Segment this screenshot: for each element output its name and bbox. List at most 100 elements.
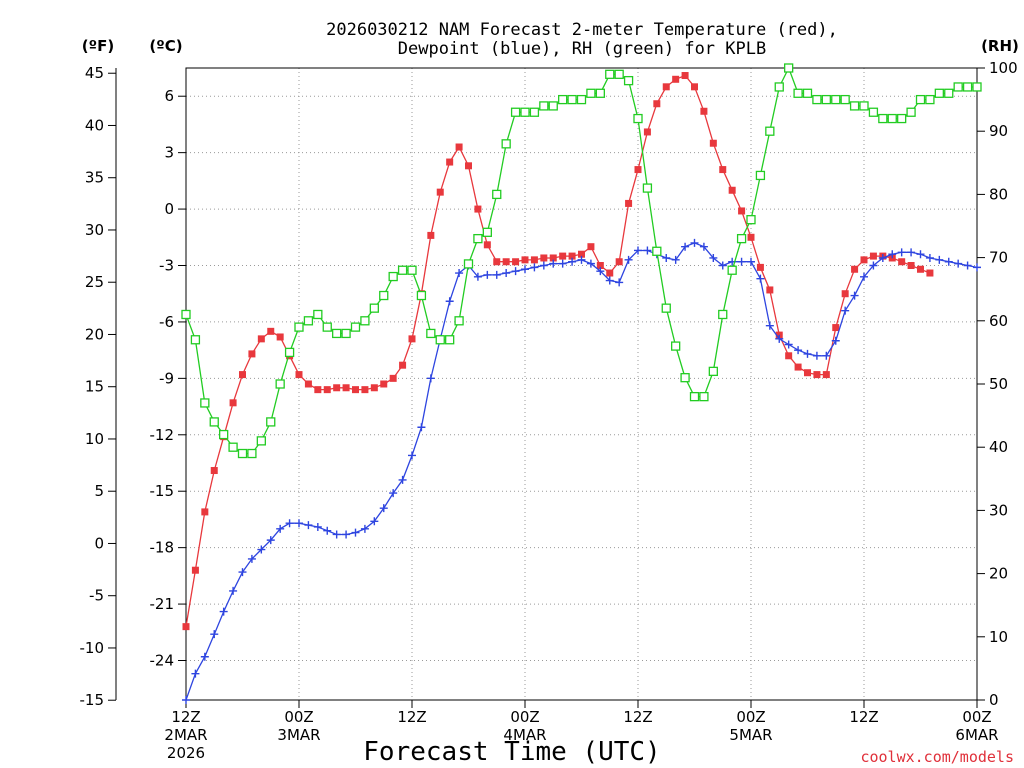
celsius-tick-label: -6 <box>159 313 174 331</box>
temperature-point <box>851 265 859 273</box>
dewpoint-point <box>794 346 803 355</box>
dewpoint-point <box>295 519 303 528</box>
fahrenheit-tick-label: -5 <box>89 587 104 605</box>
temperature-point <box>917 265 924 273</box>
temperature-point <box>785 352 793 360</box>
temperature-point <box>559 252 567 260</box>
temperature-point <box>719 166 727 174</box>
relative_humidity-point <box>699 391 709 402</box>
relative_humidity-point <box>642 183 653 193</box>
temperature-point <box>738 207 746 215</box>
relative_humidity-point <box>793 88 803 98</box>
temperature-point <box>606 269 614 277</box>
relative_humidity-point <box>972 82 982 92</box>
plot-frame <box>185 67 978 701</box>
relative_humidity-point <box>887 113 897 124</box>
relative_humidity-point <box>294 322 304 332</box>
dewpoint-point <box>370 517 379 526</box>
relative_humidity-point <box>332 328 342 339</box>
relative_humidity-point <box>897 113 907 124</box>
x-tick-label: 2026 <box>167 744 205 762</box>
temperature-point <box>210 467 218 475</box>
relative_humidity-point <box>821 94 831 105</box>
x-tick-label: 6MAR <box>955 726 998 744</box>
relative_humidity-point <box>463 259 474 269</box>
celsius-tick-label: -21 <box>150 595 175 613</box>
x-tick-label: 3MAR <box>277 726 320 744</box>
relative_humidity-point <box>454 316 464 326</box>
relative_humidity-point <box>416 290 427 301</box>
temperature-point <box>408 335 416 343</box>
temperature-point <box>361 386 369 394</box>
celsius-tick-label: 3 <box>164 144 174 162</box>
relative_humidity-point <box>746 215 756 225</box>
relative_humidity-point <box>266 417 276 427</box>
temperature-point <box>276 333 284 341</box>
dewpoint-point <box>257 545 266 554</box>
relative_humidity-point <box>539 101 549 111</box>
temperature-line <box>185 74 931 627</box>
temperature-point <box>860 256 868 264</box>
fahrenheit-tick-label: 20 <box>85 325 104 343</box>
temperature-series <box>182 72 934 631</box>
x-tick-label: 12Z <box>397 708 426 726</box>
dewpoint-point <box>737 257 746 266</box>
x-tick-label: 12Z <box>171 708 200 726</box>
relative_humidity-point <box>275 379 285 389</box>
temperature-point <box>530 256 538 264</box>
rh-tick-label: 20 <box>989 565 1008 583</box>
dewpoint-point <box>492 270 501 279</box>
dewpoint-point <box>511 267 520 276</box>
temperature-point <box>380 380 388 388</box>
credit-text: coolwx.com/models <box>860 748 1014 766</box>
temperature-point <box>191 566 199 574</box>
temperature-point <box>239 371 246 379</box>
chart-title: 2026030212 NAM Forecast 2-meter Temperat… <box>326 20 838 59</box>
dewpoint-point <box>747 257 755 266</box>
temperature-point <box>672 75 680 83</box>
rh-tick-label: 10 <box>989 628 1008 646</box>
celsius-tick-label: -9 <box>159 369 174 387</box>
dewpoint-point <box>944 257 953 266</box>
dewpoint-point <box>426 374 435 383</box>
dewpoint-point <box>417 423 426 432</box>
dewpoint-point <box>718 261 727 270</box>
dewpoint-point <box>191 669 200 678</box>
dewpoint-point <box>954 259 963 268</box>
fahrenheit-tick-label: 35 <box>85 169 104 187</box>
temperature-point <box>653 100 661 108</box>
temperature-point <box>756 263 764 271</box>
dewpoint-point <box>803 349 812 358</box>
temperature-point <box>625 199 633 207</box>
relative_humidity-point <box>407 265 417 275</box>
rh-tick-label: 80 <box>989 185 1008 203</box>
dewpoint-point <box>869 261 878 270</box>
dewpoint-point <box>643 246 652 255</box>
relative_humidity-point <box>718 309 728 320</box>
relative_humidity-point <box>548 101 558 111</box>
dewpoint-point <box>812 351 821 360</box>
fahrenheit-unit-label: (ºF) <box>82 37 114 55</box>
relative_humidity-point <box>482 227 492 237</box>
relative_humidity-point <box>209 417 219 427</box>
relative_humidity-point <box>944 88 954 98</box>
celsius-tick-label: 6 <box>164 87 174 105</box>
relative_humidity-point <box>492 189 502 200</box>
dewpoint-point <box>313 522 322 531</box>
temperature-point <box>568 252 576 260</box>
relative_humidity-point <box>680 373 690 383</box>
temperature-point <box>370 384 378 392</box>
chart-title-line2: Dewpoint (blue), RH (green) for KPLB <box>398 39 766 59</box>
temperature-point <box>869 252 877 260</box>
rh-tick-label: 40 <box>989 438 1008 456</box>
relative_humidity-point <box>953 82 963 92</box>
dewpoint-point <box>210 630 219 639</box>
dewpoint-point <box>907 248 916 257</box>
rh-tick-label: 100 <box>989 59 1018 77</box>
x-tick-label: 12Z <box>623 708 652 726</box>
dewpoint-point <box>182 696 190 704</box>
dewpoint-point <box>389 489 398 498</box>
relative_humidity-point <box>397 265 408 275</box>
temperature-point <box>493 258 501 266</box>
dewpoint-point <box>586 259 595 268</box>
